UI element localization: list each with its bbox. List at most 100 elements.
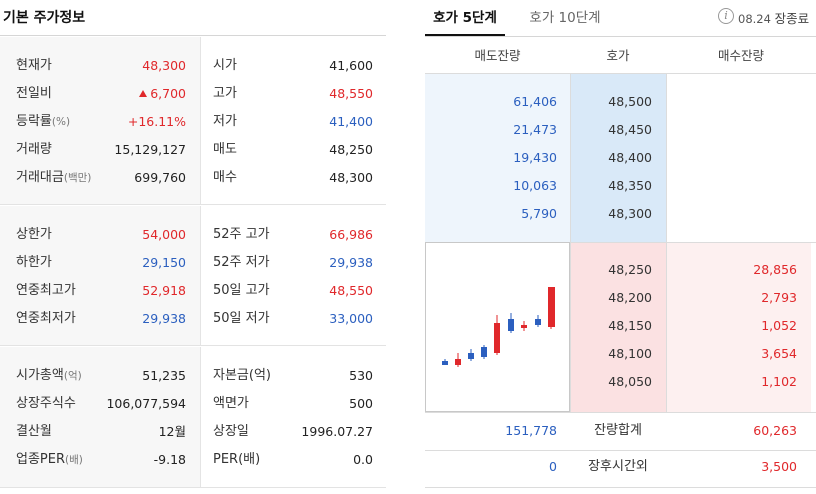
label-lower-limit: 하한가 <box>16 255 52 270</box>
ask-price: 48,300 <box>608 206 652 221</box>
panel-title: 기본 주가정보 <box>3 10 86 26</box>
total-ask-volume: 151,778 <box>505 423 557 438</box>
info-row: 하한가 29,150 52주 저가 29,938 <box>0 249 386 277</box>
status-text: 장종료 <box>774 11 810 26</box>
order-book-panel: 호가 5단계 호가 10단계 i 08.24 장종료 매도잔량 호가 매수잔량 <box>425 0 816 494</box>
label-fiscal-month: 결산월 <box>16 424 52 439</box>
after-hours-label: 장후시간외 <box>588 459 648 474</box>
up-triangle-icon <box>139 90 148 97</box>
ask-row[interactable]: 5,790 48,300 <box>425 200 816 228</box>
label-50d-high: 50일 고가 <box>213 283 270 298</box>
ask-volume: 21,473 <box>513 122 557 137</box>
value-change: 6,700 <box>76 80 186 108</box>
info-row: 연중최저가 29,938 50일 저가 33,000 <box>0 305 386 333</box>
bid-volume: 2,793 <box>761 290 797 305</box>
info-row: 결산월 12월 상장일 1996.07.27 <box>0 418 386 446</box>
mini-candle-chart <box>425 242 570 412</box>
tab-5-levels[interactable]: 호가 5단계 <box>425 0 505 36</box>
label-year-high: 연중최고가 <box>16 283 76 298</box>
ask-volume: 61,406 <box>513 94 557 109</box>
label-high: 고가 <box>213 86 237 101</box>
ask-row[interactable]: 21,473 48,450 <box>425 116 816 144</box>
value-52w-high: 66,986 <box>329 227 373 242</box>
value-50d-high: 48,550 <box>329 283 373 298</box>
bid-row[interactable]: 48,050 1,102 <box>425 368 816 396</box>
value-buy: 48,300 <box>329 170 373 185</box>
company-section: 시가총액(억) 51,235 자본금(억) 530 상장주식수 106,077,… <box>0 347 386 488</box>
bid-volume: 3,654 <box>761 346 797 361</box>
label-listed-shares: 상장주식수 <box>16 396 76 411</box>
header-price: 호가 <box>606 48 630 63</box>
info-row: 연중최고가 52,918 50일 고가 48,550 <box>0 277 386 305</box>
label-upper-limit: 상한가 <box>16 227 52 242</box>
ask-price: 48,400 <box>608 150 652 165</box>
ask-row[interactable]: 19,430 48,400 <box>425 144 816 172</box>
info-row: 시가총액(억) 51,235 자본금(억) 530 <box>0 362 386 390</box>
market-status: 08.24 장종료 <box>738 8 809 27</box>
value-market-cap: 51,235 <box>142 368 186 383</box>
value-current-price: 48,300 <box>142 58 186 73</box>
info-row: 등락률(%) +16.11% 저가 41,400 <box>0 108 386 136</box>
value-change-rate: +16.11% <box>127 114 186 129</box>
total-bid-volume: 60,263 <box>753 423 797 438</box>
candle <box>494 323 500 353</box>
label-sell: 매도 <box>213 142 237 157</box>
total-label: 잔량합계 <box>594 423 642 438</box>
candle <box>535 319 541 325</box>
candle <box>548 287 555 327</box>
label-market-cap: 시가총액(억) <box>16 368 82 383</box>
range-section: 상한가 54,000 52주 고가 66,986 하한가 29,150 52주 … <box>0 206 386 346</box>
value-par-value: 500 <box>349 396 373 411</box>
label-low: 저가 <box>213 114 237 129</box>
info-icon[interactable]: i <box>718 8 734 24</box>
ask-price: 48,450 <box>608 122 652 137</box>
after-hours-row: 0 장후시간외 3,500 <box>425 453 816 481</box>
label-per: PER(배) <box>213 452 261 467</box>
after-hours-bid: 3,500 <box>761 459 797 474</box>
value-fiscal-month: 12월 <box>158 424 186 439</box>
value-sell: 48,250 <box>329 142 373 157</box>
label-50d-low: 50일 저가 <box>213 311 270 326</box>
value-low: 41,400 <box>329 114 373 129</box>
label-year-low: 연중최저가 <box>16 311 76 326</box>
bid-price: 48,200 <box>608 290 652 305</box>
value-trade-amount: 699,760 <box>134 170 186 185</box>
info-row: 상한가 54,000 52주 고가 66,986 <box>0 221 386 249</box>
bid-volume: 1,052 <box>761 318 797 333</box>
tab-10-levels[interactable]: 호가 10단계 <box>529 10 601 26</box>
label-open: 시가 <box>213 58 237 73</box>
ask-row[interactable]: 10,063 48,350 <box>425 172 816 200</box>
info-row: 거래대금(백만) 699,760 매수 48,300 <box>0 164 386 192</box>
ask-volume: 10,063 <box>513 178 557 193</box>
label-change: 전일비 <box>16 86 52 101</box>
info-row: 전일비 6,700 고가 48,550 <box>0 80 386 108</box>
label-volume: 거래량 <box>16 142 52 157</box>
price-section: 현재가 48,300 시가 41,600 전일비 6,700 고가 48,550… <box>0 37 386 205</box>
bid-row[interactable]: 48,250 28,856 <box>425 256 816 284</box>
label-capital: 자본금(억) <box>213 368 271 383</box>
total-row: 151,778 잔량합계 60,263 <box>425 417 816 445</box>
bid-volume: 28,856 <box>753 262 797 277</box>
value-volume: 15,129,127 <box>114 142 186 157</box>
bid-row[interactable]: 48,150 1,052 <box>425 312 816 340</box>
label-change-rate: 등락률(%) <box>16 114 71 129</box>
ask-volume: 19,430 <box>513 150 557 165</box>
bid-price: 48,100 <box>608 346 652 361</box>
value-open: 41,600 <box>329 58 373 73</box>
label-52w-low: 52주 저가 <box>213 255 270 270</box>
label-52w-high: 52주 고가 <box>213 227 270 242</box>
info-row: 업종PER(배) -9.18 PER(배) 0.0 <box>0 446 386 474</box>
info-row: 현재가 48,300 시가 41,600 <box>0 52 386 80</box>
label-buy: 매수 <box>213 170 237 185</box>
value-52w-low: 29,938 <box>329 255 373 270</box>
header-bid-volume: 매수잔량 <box>717 48 764 63</box>
bid-row[interactable]: 48,200 2,793 <box>425 284 816 312</box>
after-hours-ask: 0 <box>549 459 557 474</box>
candle <box>455 359 461 365</box>
ask-row[interactable]: 61,406 48,500 <box>425 88 816 116</box>
ask-price: 48,500 <box>608 94 652 109</box>
candle <box>508 319 514 331</box>
bid-row[interactable]: 48,100 3,654 <box>425 340 816 368</box>
value-year-high: 52,918 <box>142 283 186 298</box>
value-high: 48,550 <box>329 86 373 101</box>
